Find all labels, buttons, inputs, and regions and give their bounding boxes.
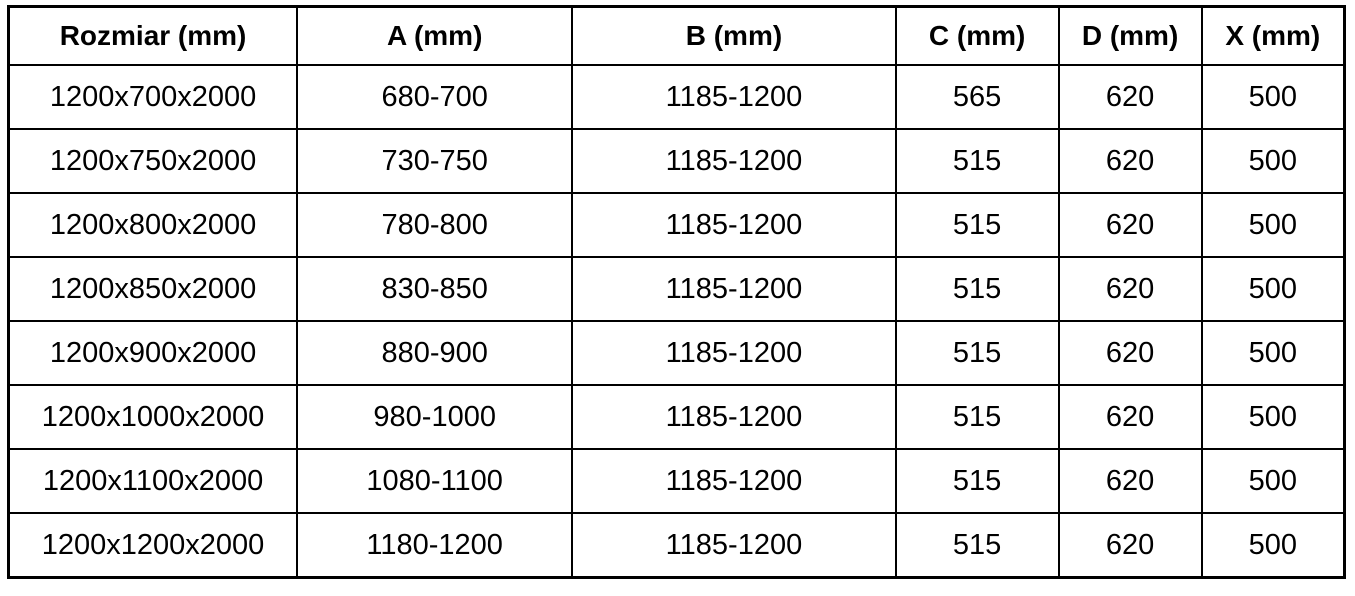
column-header-x: X (mm) (1200, 5, 1346, 66)
cell-c: 515 (894, 384, 1060, 450)
column-header-d: D (mm) (1057, 5, 1203, 66)
size-spec-table: Rozmiar (mm) A (mm) B (mm) C (mm) D (mm)… (7, 5, 1346, 579)
column-header-c: C (mm) (894, 5, 1060, 66)
cell-c: 565 (894, 64, 1060, 130)
table-row: 1200x1100x2000 1080-1100 1185-1200 515 6… (7, 448, 1346, 514)
table-row: 1200x700x2000 680-700 1185-1200 565 620 … (7, 64, 1346, 130)
cell-b: 1185-1200 (571, 448, 897, 514)
cell-d: 620 (1057, 448, 1203, 514)
column-header-a: A (mm) (296, 5, 574, 66)
cell-a: 730-750 (296, 128, 574, 194)
table-row: 1200x1000x2000 980-1000 1185-1200 515 62… (7, 384, 1346, 450)
cell-rozmiar: 1200x1000x2000 (7, 384, 299, 450)
cell-rozmiar: 1200x1100x2000 (7, 448, 299, 514)
cell-x: 500 (1200, 320, 1346, 386)
cell-b: 1185-1200 (571, 320, 897, 386)
header-row: Rozmiar (mm) A (mm) B (mm) C (mm) D (mm)… (7, 5, 1346, 66)
cell-d: 620 (1057, 512, 1203, 579)
cell-b: 1185-1200 (571, 128, 897, 194)
cell-rozmiar: 1200x1200x2000 (7, 512, 299, 579)
cell-x: 500 (1200, 64, 1346, 130)
cell-b: 1185-1200 (571, 384, 897, 450)
cell-d: 620 (1057, 128, 1203, 194)
cell-d: 620 (1057, 256, 1203, 322)
cell-a: 680-700 (296, 64, 574, 130)
cell-rozmiar: 1200x700x2000 (7, 64, 299, 130)
cell-x: 500 (1200, 512, 1346, 579)
cell-d: 620 (1057, 192, 1203, 258)
cell-b: 1185-1200 (571, 192, 897, 258)
cell-rozmiar: 1200x800x2000 (7, 192, 299, 258)
cell-c: 515 (894, 448, 1060, 514)
table-row: 1200x800x2000 780-800 1185-1200 515 620 … (7, 192, 1346, 258)
cell-rozmiar: 1200x750x2000 (7, 128, 299, 194)
cell-c: 515 (894, 256, 1060, 322)
cell-x: 500 (1200, 128, 1346, 194)
cell-a: 1080-1100 (296, 448, 574, 514)
cell-x: 500 (1200, 448, 1346, 514)
cell-rozmiar: 1200x900x2000 (7, 320, 299, 386)
table-row: 1200x850x2000 830-850 1185-1200 515 620 … (7, 256, 1346, 322)
cell-b: 1185-1200 (571, 64, 897, 130)
table-row: 1200x750x2000 730-750 1185-1200 515 620 … (7, 128, 1346, 194)
cell-a: 780-800 (296, 192, 574, 258)
cell-b: 1185-1200 (571, 512, 897, 579)
cell-d: 620 (1057, 64, 1203, 130)
cell-a: 1180-1200 (296, 512, 574, 579)
cell-c: 515 (894, 192, 1060, 258)
cell-c: 515 (894, 512, 1060, 579)
cell-c: 515 (894, 128, 1060, 194)
cell-b: 1185-1200 (571, 256, 897, 322)
table-row: 1200x900x2000 880-900 1185-1200 515 620 … (7, 320, 1346, 386)
column-header-b: B (mm) (571, 5, 897, 66)
cell-x: 500 (1200, 384, 1346, 450)
cell-rozmiar: 1200x850x2000 (7, 256, 299, 322)
column-header-rozmiar: Rozmiar (mm) (7, 5, 299, 66)
table-row: 1200x1200x2000 1180-1200 1185-1200 515 6… (7, 512, 1346, 579)
cell-d: 620 (1057, 320, 1203, 386)
cell-x: 500 (1200, 192, 1346, 258)
cell-a: 980-1000 (296, 384, 574, 450)
cell-a: 880-900 (296, 320, 574, 386)
cell-c: 515 (894, 320, 1060, 386)
cell-x: 500 (1200, 256, 1346, 322)
cell-a: 830-850 (296, 256, 574, 322)
cell-d: 620 (1057, 384, 1203, 450)
